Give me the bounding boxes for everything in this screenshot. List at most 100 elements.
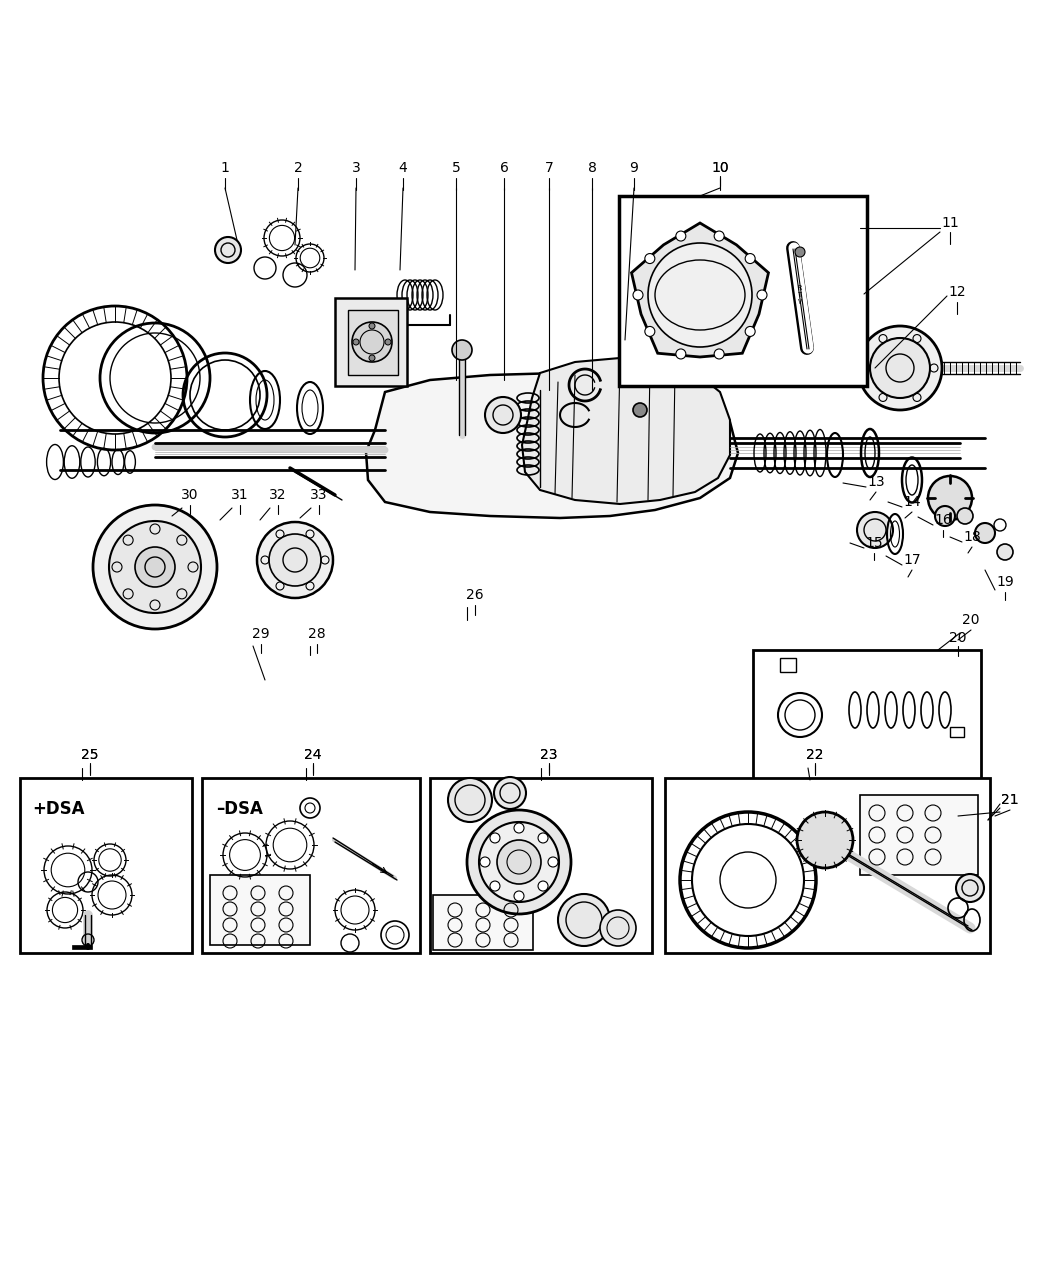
Text: 10: 10: [711, 161, 729, 175]
Polygon shape: [522, 358, 730, 505]
Circle shape: [998, 544, 1013, 561]
Circle shape: [746, 254, 755, 264]
Text: 21: 21: [1002, 792, 1018, 806]
Bar: [210, 875, 310, 945]
Circle shape: [975, 524, 995, 543]
Bar: [348, 310, 398, 375]
Text: 14: 14: [903, 496, 921, 510]
Circle shape: [548, 857, 558, 868]
Text: 28: 28: [309, 627, 326, 641]
Text: 23: 23: [541, 748, 558, 762]
Circle shape: [633, 290, 643, 299]
Circle shape: [538, 833, 548, 843]
Circle shape: [600, 910, 636, 947]
Circle shape: [352, 322, 392, 362]
Circle shape: [485, 397, 521, 433]
Bar: [430, 778, 652, 953]
Bar: [950, 727, 964, 736]
Text: 20: 20: [949, 631, 967, 645]
Circle shape: [490, 882, 500, 891]
Circle shape: [490, 833, 500, 843]
Circle shape: [797, 812, 853, 868]
Text: 7: 7: [545, 161, 553, 175]
Text: 11: 11: [941, 217, 959, 231]
Circle shape: [215, 237, 242, 262]
Bar: [665, 778, 990, 953]
Text: 10: 10: [711, 161, 729, 175]
Bar: [335, 298, 407, 386]
Circle shape: [956, 874, 984, 902]
Circle shape: [452, 340, 472, 361]
Text: 2: 2: [294, 161, 302, 175]
Text: +DSA: +DSA: [32, 800, 84, 818]
Circle shape: [714, 231, 724, 241]
Text: 30: 30: [182, 488, 198, 502]
Circle shape: [479, 822, 559, 902]
Text: –DSA: –DSA: [216, 800, 262, 818]
Text: 6: 6: [500, 161, 508, 175]
Bar: [780, 657, 796, 671]
Text: 1: 1: [220, 161, 230, 175]
Circle shape: [448, 778, 492, 822]
Text: 5: 5: [452, 161, 460, 175]
Circle shape: [676, 349, 686, 359]
Text: 24: 24: [304, 748, 321, 762]
Text: 13: 13: [867, 475, 885, 489]
Text: 25: 25: [81, 748, 99, 762]
Polygon shape: [631, 223, 769, 357]
Circle shape: [633, 403, 647, 417]
Text: 4: 4: [399, 161, 407, 175]
Text: 3: 3: [352, 161, 360, 175]
Bar: [202, 778, 420, 953]
Text: 23: 23: [541, 748, 558, 762]
Text: 9: 9: [630, 161, 638, 175]
Circle shape: [385, 339, 391, 345]
Text: 18: 18: [963, 530, 981, 544]
Text: 24: 24: [304, 748, 321, 762]
Circle shape: [494, 777, 526, 809]
Circle shape: [369, 324, 375, 329]
Bar: [753, 650, 981, 782]
Text: 19: 19: [996, 575, 1014, 589]
Circle shape: [467, 810, 571, 913]
Text: 17: 17: [903, 553, 921, 567]
Bar: [620, 196, 867, 386]
Circle shape: [934, 506, 956, 526]
Circle shape: [714, 349, 724, 359]
Text: 31: 31: [231, 488, 249, 502]
Text: 20: 20: [962, 613, 980, 627]
Circle shape: [558, 894, 610, 947]
Circle shape: [497, 840, 541, 884]
Text: 22: 22: [806, 748, 824, 762]
Text: 22: 22: [806, 748, 824, 762]
Circle shape: [269, 534, 321, 586]
Text: 32: 32: [269, 488, 287, 502]
Text: 15: 15: [865, 536, 883, 550]
Circle shape: [676, 231, 686, 241]
Circle shape: [648, 243, 752, 347]
Bar: [433, 896, 533, 950]
Circle shape: [645, 326, 655, 336]
Circle shape: [257, 522, 333, 598]
Circle shape: [93, 505, 217, 629]
Circle shape: [480, 857, 490, 868]
Text: 26: 26: [466, 589, 484, 603]
Text: R
T
V: R T V: [798, 285, 802, 304]
Circle shape: [135, 547, 175, 587]
Circle shape: [757, 290, 766, 299]
Circle shape: [857, 512, 892, 548]
Bar: [72, 945, 92, 949]
Text: 21: 21: [1002, 792, 1018, 806]
Circle shape: [870, 338, 930, 397]
Circle shape: [645, 254, 655, 264]
Circle shape: [795, 247, 805, 257]
Circle shape: [957, 508, 973, 524]
Circle shape: [369, 355, 375, 361]
Polygon shape: [366, 373, 738, 519]
Text: 16: 16: [934, 513, 952, 527]
Bar: [20, 778, 192, 953]
Circle shape: [928, 476, 972, 520]
Circle shape: [109, 521, 201, 613]
Circle shape: [858, 326, 942, 410]
Circle shape: [538, 882, 548, 891]
